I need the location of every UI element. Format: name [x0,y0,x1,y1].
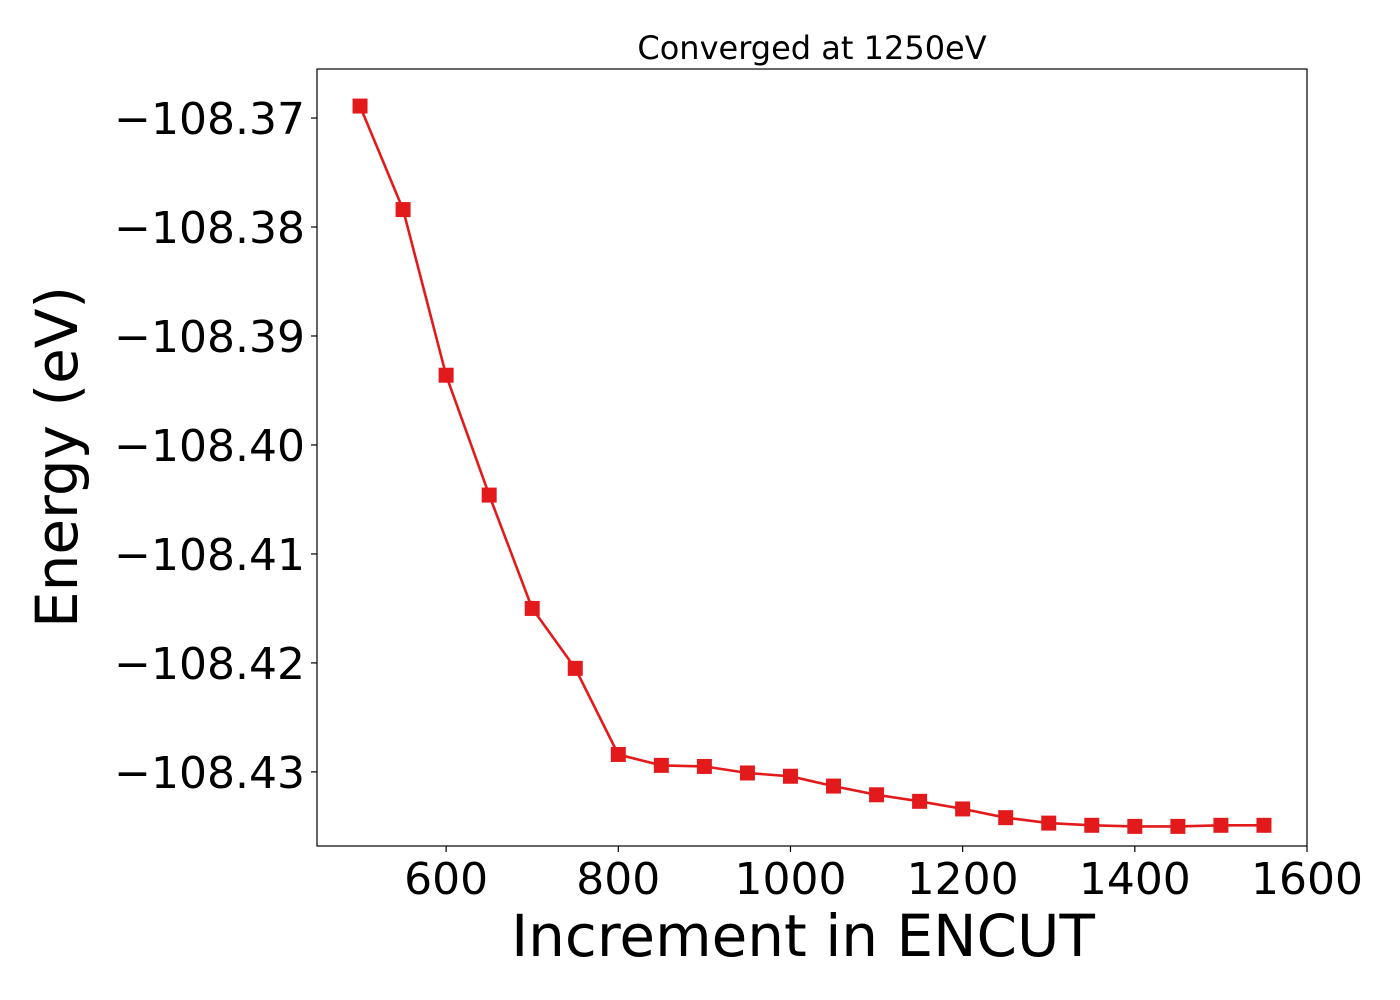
chart-title: Converged at 1250eV [637,29,986,67]
data-point-marker [826,778,842,794]
data-point-marker [1041,815,1057,831]
data-point-marker [696,758,712,774]
x-axis-ticks: 600 800 1000 1200 1400 1600 [404,846,1363,905]
data-point-marker [610,746,626,762]
data-point-marker [1213,817,1229,833]
data-point-marker [438,367,454,383]
data-point-marker [524,600,540,616]
data-point-marker [481,487,497,503]
y-tick-label: −108.38 [114,203,305,254]
data-point-marker [998,810,1014,826]
data-point-marker [352,98,368,114]
x-tick-label: 1600 [1251,854,1363,905]
data-point-marker [955,801,971,817]
y-tick-label: −108.42 [114,639,305,690]
data-point-marker [653,757,669,773]
data-point-marker [739,765,755,781]
y-axis-label: Energy (eV) [23,286,91,628]
y-tick-label: −108.41 [114,530,305,581]
data-point-marker [869,787,885,803]
y-tick-label: −108.40 [114,421,305,472]
x-tick-label: 1400 [1079,854,1191,905]
data-point-marker [1170,818,1186,834]
x-tick-label: 800 [576,854,660,905]
y-tick-label: −108.37 [114,94,305,145]
y-axis-ticks: −108.37 −108.38 −108.39 −108.40 −108.41 −108.… [114,94,317,799]
data-point-marker [1256,817,1272,833]
series-line [358,105,1264,828]
data-point-marker [567,660,583,676]
x-tick-label: 600 [404,854,488,905]
plot-frame [316,68,1308,847]
x-tick-label: 1200 [907,854,1019,905]
y-tick-label: −108.43 [114,748,305,799]
y-tick-label: −108.39 [114,312,305,363]
data-point-marker [1084,817,1100,833]
data-point-marker [782,768,798,784]
data-point-marker [395,202,411,218]
x-axis-label: Increment in ENCUT [511,902,1095,970]
data-point-marker [1127,818,1143,834]
data-point-marker [912,793,928,809]
x-tick-label: 1000 [734,854,846,905]
plot-area [352,98,1272,834]
